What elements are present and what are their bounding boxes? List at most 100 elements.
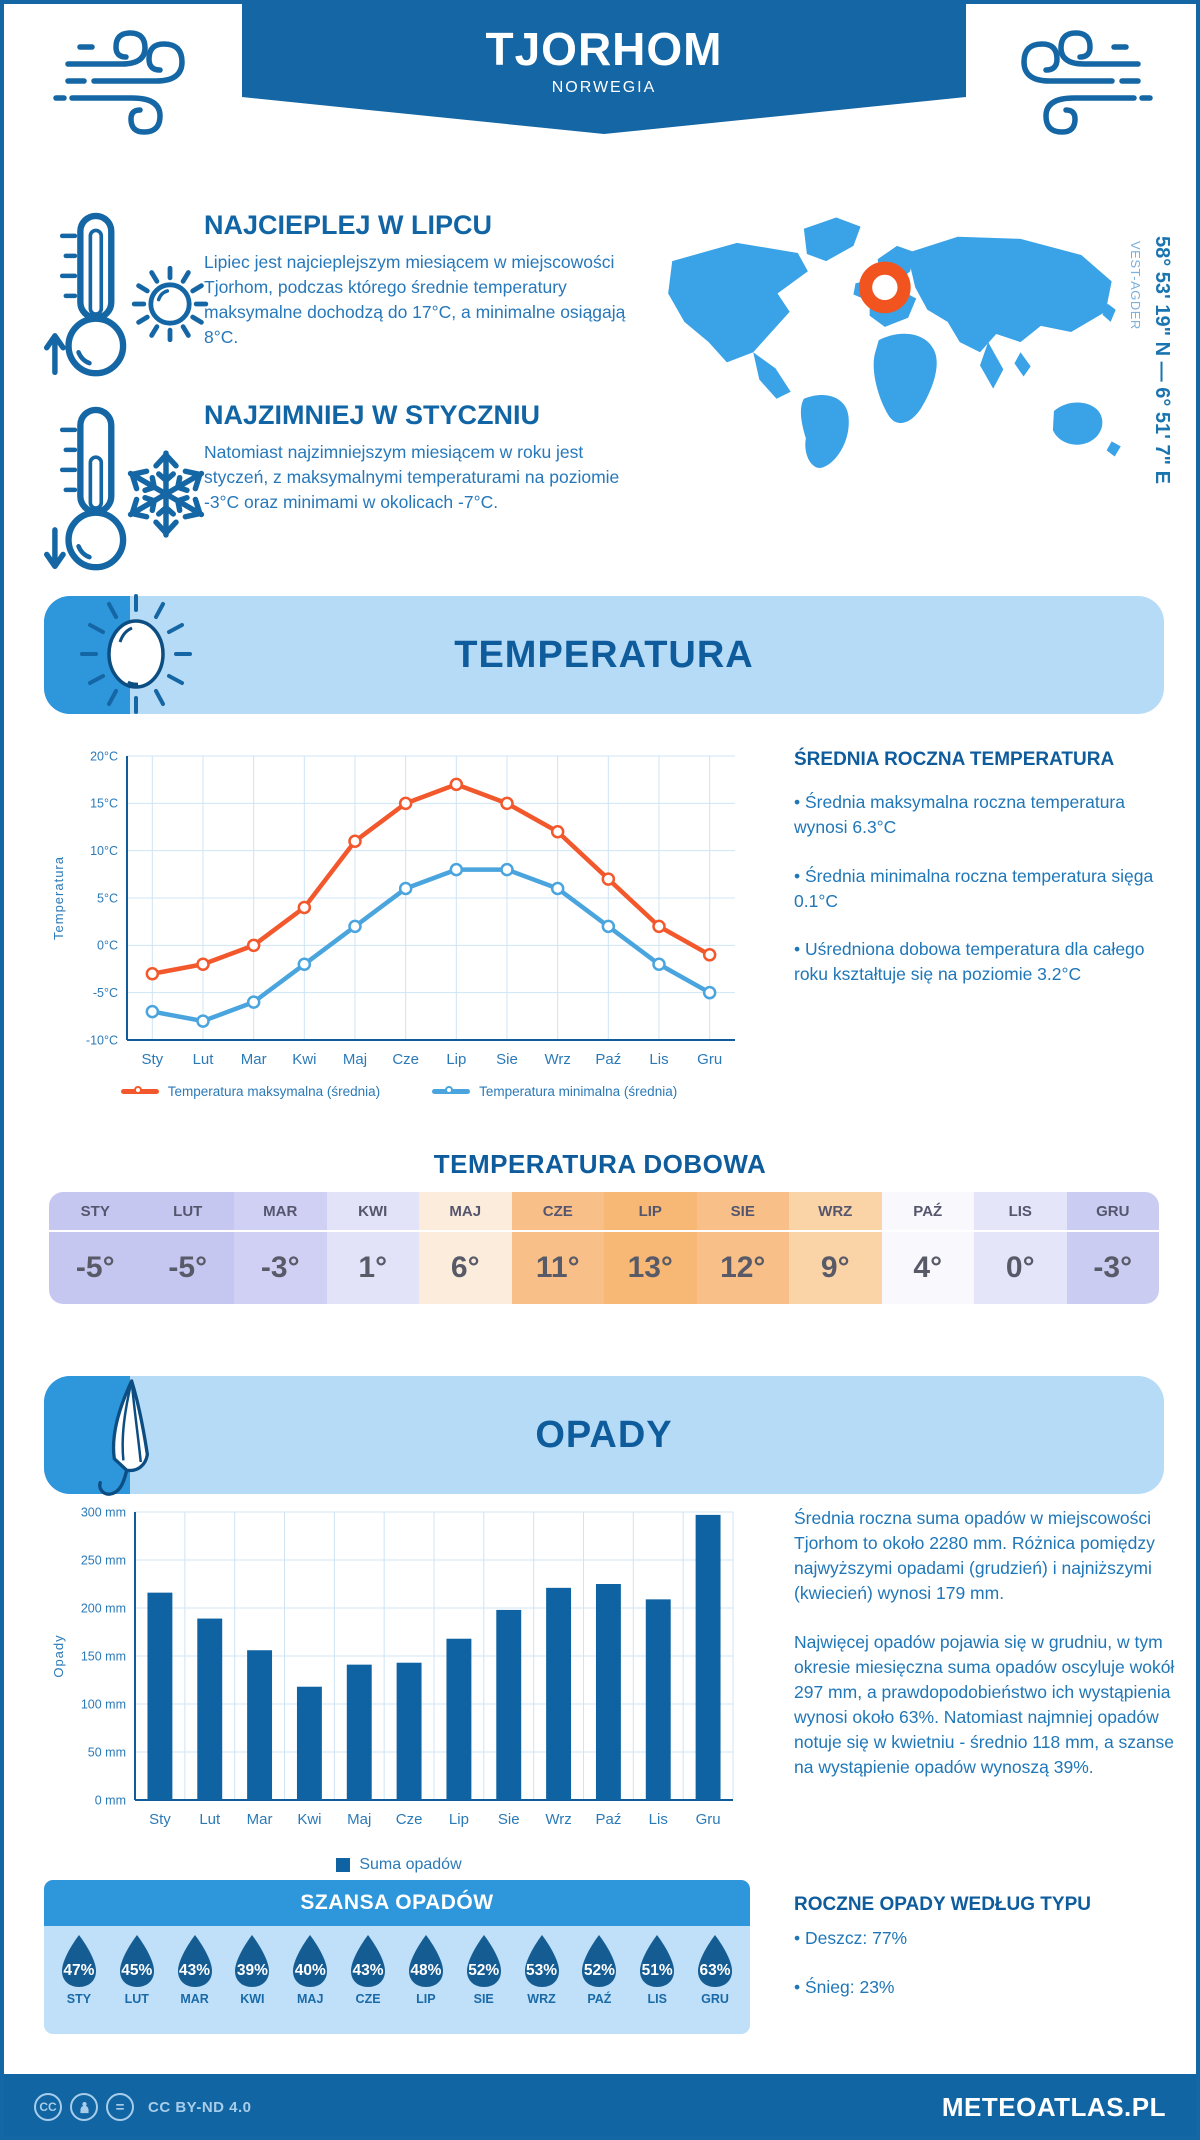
precipitation-banner-title: OPADY	[535, 1413, 673, 1456]
droplet-cell: 51% LIS	[628, 1932, 686, 2034]
droplet-cell: 43% CZE	[339, 1932, 397, 2034]
month-label: CZE	[355, 1992, 381, 2006]
month-label: MAJ	[297, 1992, 324, 2006]
chance-value: 43%	[352, 1962, 384, 1979]
person-icon	[70, 2093, 98, 2121]
month-label: STY	[49, 1192, 142, 1232]
droplet-cell: 47% STY	[50, 1932, 108, 2034]
daily-temp-cell: LUT -5°	[141, 1192, 234, 1304]
svg-text:Lis: Lis	[649, 1811, 668, 1828]
svg-text:0°C: 0°C	[97, 939, 118, 953]
temp-value: 11°	[535, 1251, 580, 1284]
svg-text:150 mm: 150 mm	[81, 1649, 126, 1663]
bullet-item: • Śnieg: 23%	[794, 1976, 895, 1997]
svg-text:10°C: 10°C	[90, 844, 118, 858]
svg-text:100 mm: 100 mm	[81, 1697, 126, 1711]
droplet-cell: 43% MAR	[166, 1932, 224, 2034]
droplet-icon	[235, 1935, 270, 1987]
snowflake-icon	[116, 450, 216, 538]
svg-text:300 mm: 300 mm	[81, 1505, 126, 1519]
droplet-icon	[351, 1935, 386, 1987]
month-label: LIP	[416, 1992, 436, 2006]
license-label: CC BY-ND 4.0	[148, 2098, 252, 2116]
svg-text:Temperatura: Temperatura	[51, 856, 66, 940]
temperature-legend: Temperatura maksymalna (średnia) Temperat…	[49, 1084, 749, 1099]
map-marker	[859, 261, 911, 314]
cc-icon: CC	[34, 2093, 62, 2121]
region-label: VEST-AGDER	[1128, 241, 1143, 330]
temp-value: 12°	[720, 1251, 766, 1284]
month-label: MAJ	[419, 1192, 512, 1232]
coordinates-label: 58° 53' 19" N — 6° 51' 7" E	[1151, 236, 1173, 484]
thermometer-down-icon	[44, 406, 127, 571]
precipitation-banner: OPADY	[44, 1376, 1164, 1496]
svg-text:5°C: 5°C	[97, 891, 118, 905]
cold-body: Natomiast najzimniejszym miesiącem w rok…	[204, 442, 620, 512]
daily-temp-cell: LIP 13°	[604, 1192, 697, 1304]
svg-text:Sty: Sty	[141, 1051, 163, 1068]
droplet-cell: 39% KWI	[223, 1932, 281, 2034]
svg-text:Gru: Gru	[696, 1811, 721, 1828]
svg-text:Mar: Mar	[241, 1051, 267, 1068]
chance-value: 45%	[121, 1962, 153, 1979]
month-label: LUT	[124, 1992, 149, 2006]
temp-value: 4°	[913, 1251, 943, 1284]
svg-text:Lip: Lip	[446, 1051, 466, 1068]
precipitation-legend: Suma opadów	[49, 1856, 749, 1874]
droplet-cell: 52% SIE	[455, 1932, 513, 2034]
chance-value: 39%	[236, 1962, 268, 1979]
svg-text:15°C: 15°C	[90, 797, 118, 811]
precipitation-text: Średnia roczna suma opadów w miejscowośc…	[794, 1506, 1182, 1804]
precipitation-bar-chart: 0 mm 50 mm 100 mm 150 mm 200 mm 250 mm 300 mm O…	[51, 1505, 734, 1828]
annual-temp-bullets: • Średnia maksymalna roczna temperatura …	[794, 790, 1182, 1011]
month-label: SIE	[696, 1192, 789, 1232]
daily-temp-title: TEMPERATURA DOBOWA	[433, 1149, 767, 1179]
daily-temp-cell: WRZ 9°	[789, 1192, 882, 1304]
equals-icon: =	[106, 2093, 134, 2121]
svg-text:Wrz: Wrz	[544, 1051, 570, 1068]
chance-value: 43%	[179, 1962, 211, 1979]
chance-value: 53%	[526, 1962, 558, 1979]
svg-text:Cze: Cze	[392, 1051, 419, 1068]
chance-value: 52%	[468, 1962, 500, 1979]
chance-value: 52%	[583, 1962, 615, 1979]
droplet-icon	[119, 1935, 154, 1987]
precipitation-paragraph-2: Najwięcej opadów pojawia się w grudniu, …	[794, 1632, 1175, 1777]
temperature-banner: TEMPERATURA	[44, 594, 1164, 714]
svg-text:Cze: Cze	[396, 1811, 423, 1828]
cold-heading: NAJZIMNIEJ W STYCZNIU	[204, 400, 541, 430]
legend-item: Temperatura maksymalna (średnia)	[120, 1084, 380, 1099]
svg-text:Sie: Sie	[498, 1811, 520, 1828]
month-label: GRU	[1066, 1192, 1159, 1232]
month-label: LIS	[974, 1192, 1067, 1232]
month-label: KWI	[326, 1192, 419, 1232]
bullet-item: • Średnia maksymalna roczna temperatura …	[794, 792, 1125, 837]
precip-chance-droplets: 47% STY 45% LUT 43% MAR 39% KWI 40% MAJ 43% CZE 48% L…	[44, 1926, 750, 2034]
svg-text:Sie: Sie	[496, 1051, 518, 1068]
droplet-icon	[177, 1935, 212, 1987]
month-label: MAR	[234, 1192, 327, 1232]
temp-value: 13°	[627, 1251, 673, 1284]
svg-text:Wrz: Wrz	[545, 1811, 571, 1828]
bullet-item: • Uśredniona dobowa temperatura dla całe…	[794, 939, 1145, 985]
droplet-cell: 63% GRU	[686, 1932, 744, 2034]
droplet-icon	[61, 1935, 96, 1987]
svg-text:20°C: 20°C	[90, 749, 118, 763]
droplet-icon	[524, 1935, 559, 1987]
droplet-icon	[293, 1935, 328, 1987]
month-label: SIE	[473, 1992, 494, 2006]
daily-temp-cell: MAR -3°	[234, 1192, 327, 1304]
umbrella-icon	[98, 1379, 150, 1496]
page-subtitle: NORWEGIA	[551, 79, 657, 96]
temp-value: -3°	[1093, 1251, 1133, 1284]
svg-text:Lip: Lip	[449, 1811, 469, 1828]
header-banner: TJORHOM NORWEGIA	[242, 4, 966, 134]
daily-temp-cell: CZE 11°	[511, 1192, 604, 1304]
svg-text:50 mm: 50 mm	[88, 1745, 126, 1759]
temp-value: 9°	[820, 1251, 850, 1284]
svg-text:200 mm: 200 mm	[81, 1601, 126, 1615]
page-title: TJORHOM	[485, 23, 723, 75]
daily-temp-cell: LIS 0°	[974, 1192, 1067, 1304]
droplet-cell: 48% LIP	[397, 1932, 455, 2034]
droplet-cell: 53% WRZ	[513, 1932, 571, 2034]
